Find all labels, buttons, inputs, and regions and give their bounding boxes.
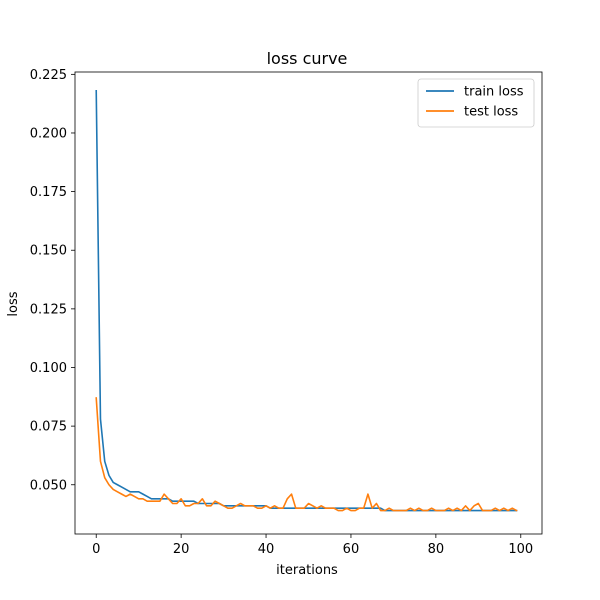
x-axis: 0 20 40 60 80 100: [92, 534, 533, 557]
y-tick-label: 0.075: [30, 420, 67, 435]
y-tick-label: 0.100: [30, 361, 67, 376]
x-tick-label: 100: [508, 542, 533, 557]
chart-title: loss curve: [267, 49, 348, 68]
x-tick-label: 60: [343, 542, 360, 557]
x-tick-label: 80: [428, 542, 445, 557]
plot-frame: [74, 71, 543, 535]
y-tick-label: 0.175: [30, 185, 67, 200]
x-tick-label: 20: [173, 542, 190, 557]
legend-label: test loss: [464, 105, 518, 120]
series-layer: [95, 89, 518, 512]
y-tick-label: 0.225: [30, 68, 67, 83]
series-line-train-loss: [95, 89, 518, 512]
x-tick-label: 0: [92, 542, 100, 557]
x-axis-label: iterations: [276, 563, 338, 578]
y-tick-label: 0.150: [30, 244, 67, 259]
y-axis-label: loss: [6, 291, 21, 316]
series-line-test-loss: [95, 397, 518, 512]
y-tick-label: 0.050: [30, 478, 67, 493]
legend: train loss test loss: [417, 78, 535, 128]
x-tick-label: 40: [258, 542, 275, 557]
y-axis: 0.050 0.075 0.100 0.125 0.150 0.175 0.200 0.225: [30, 68, 75, 493]
y-tick-label: 0.200: [30, 126, 67, 141]
legend-label: train loss: [464, 85, 524, 100]
y-tick-label: 0.125: [30, 302, 67, 317]
